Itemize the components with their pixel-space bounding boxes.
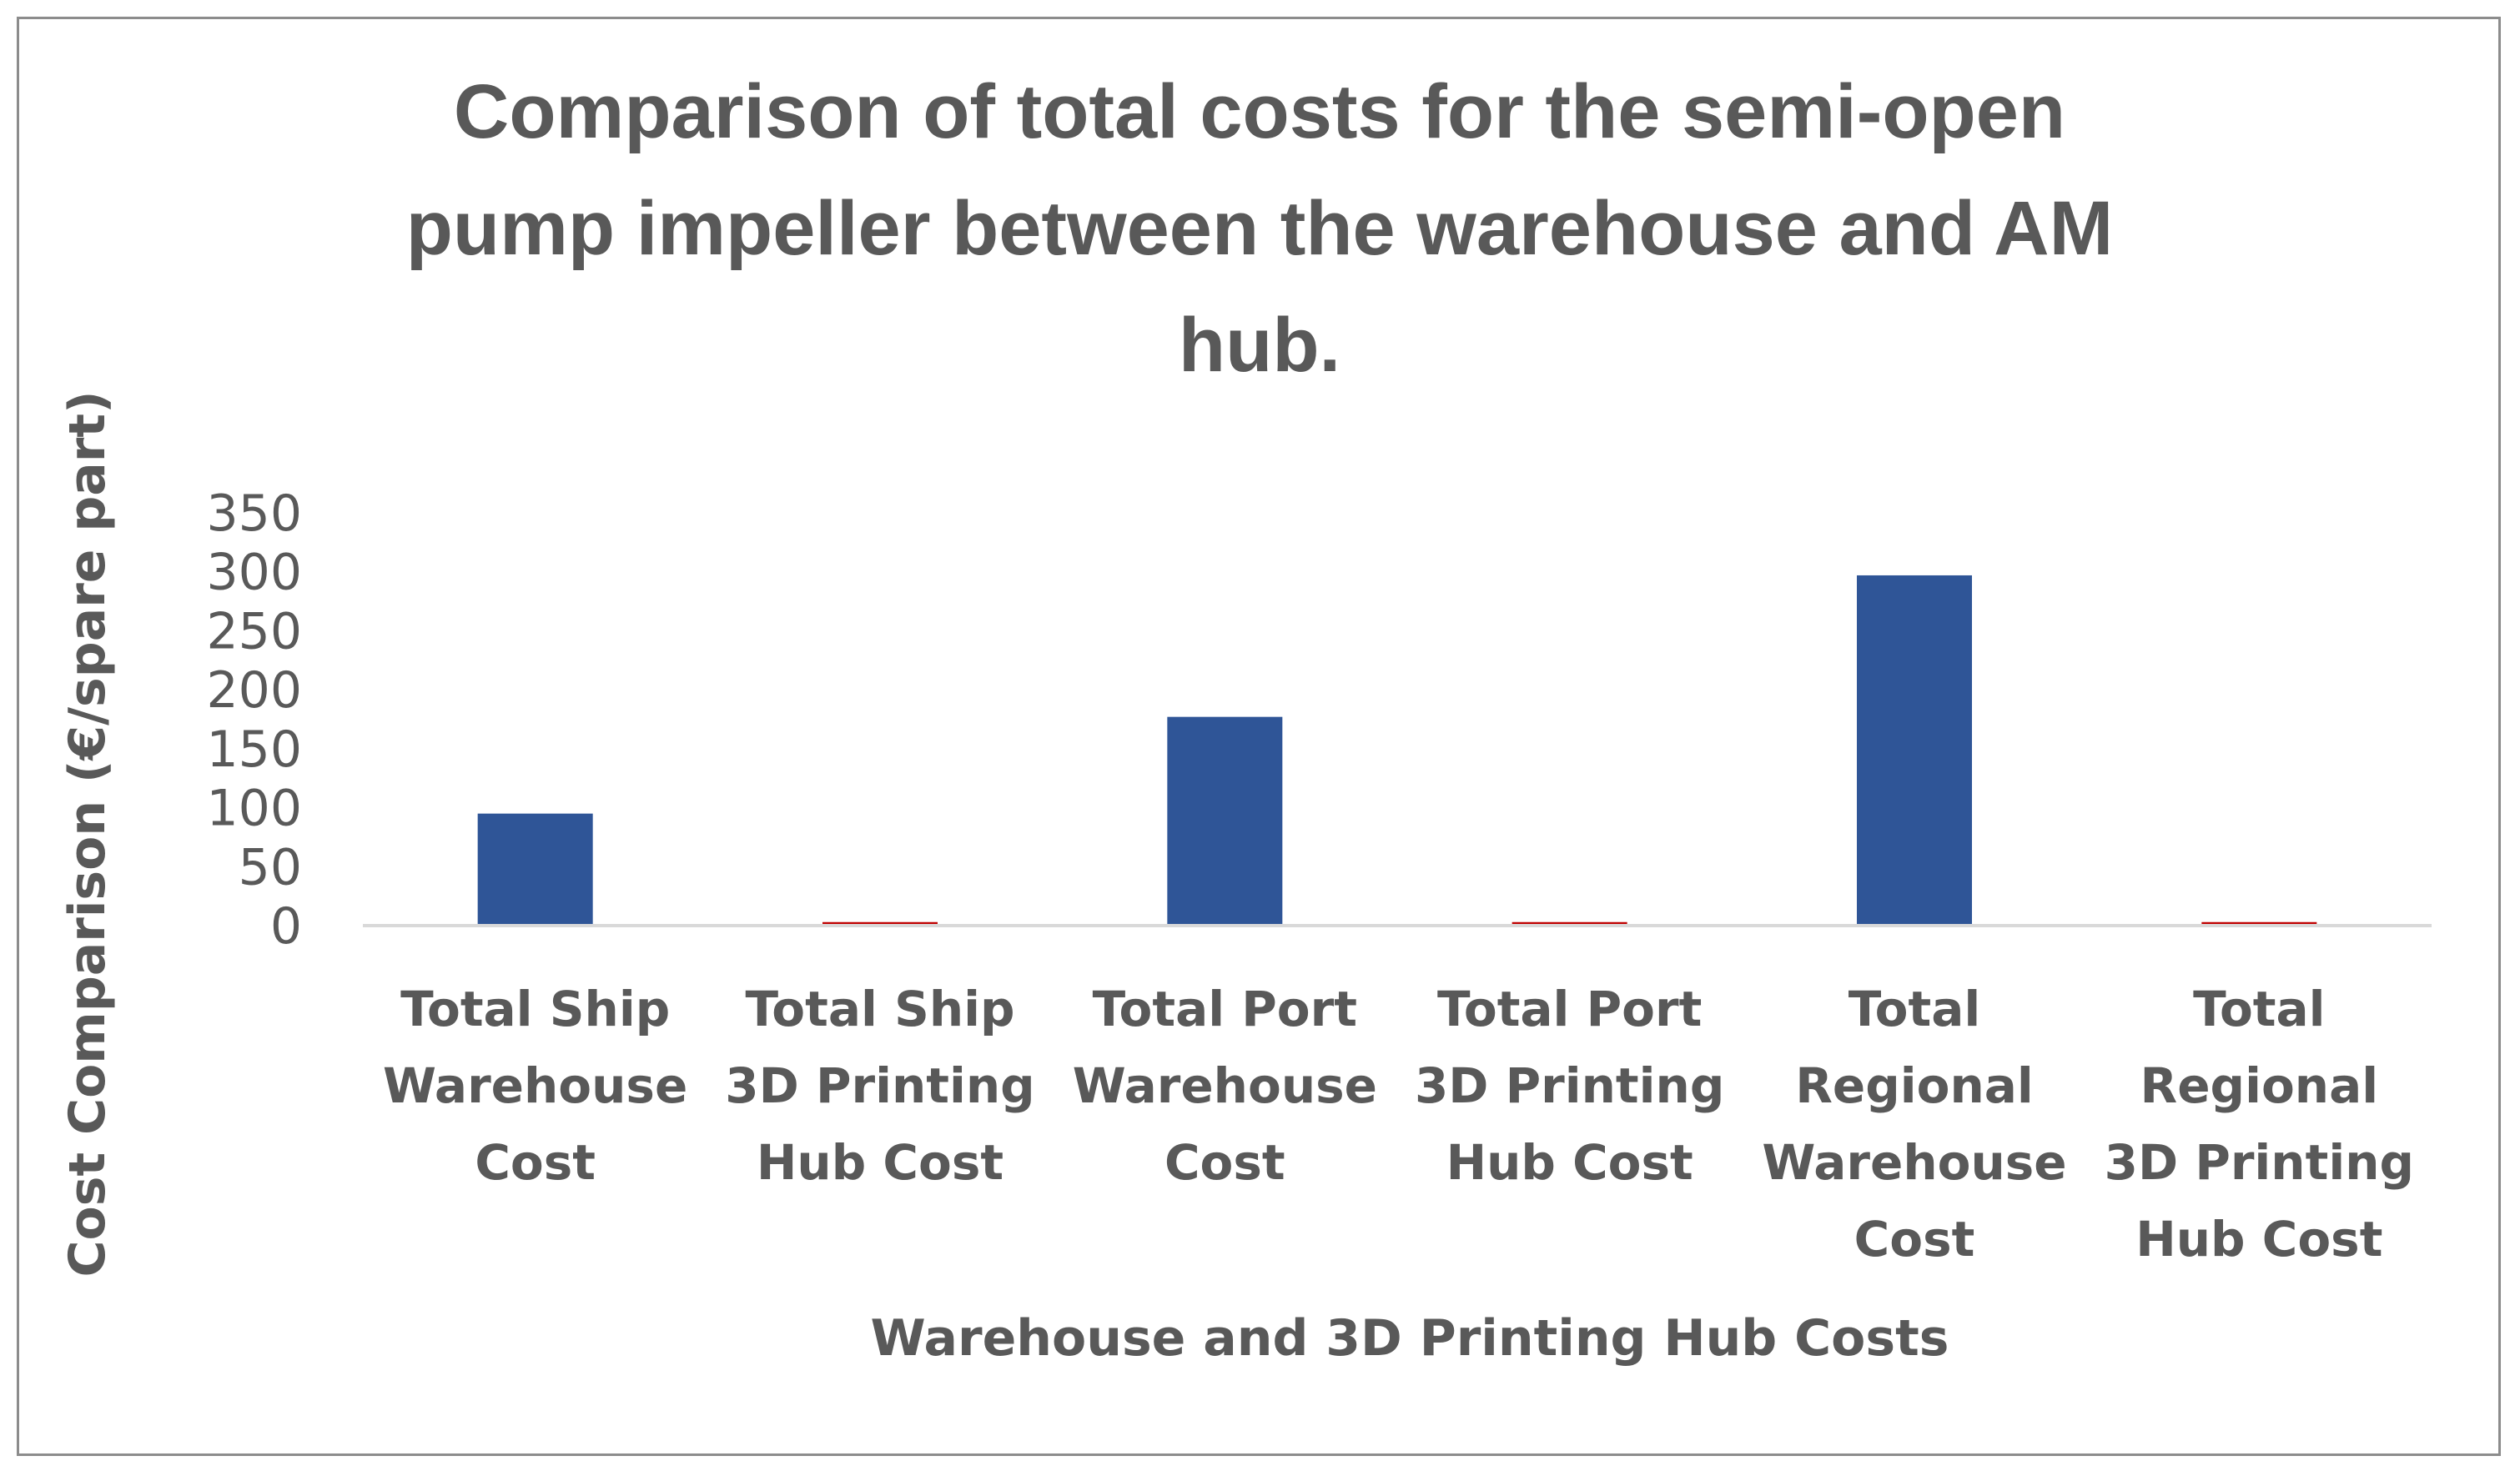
x-tick-label: Warehouse <box>383 1057 687 1114</box>
bar <box>477 813 593 926</box>
y-tick-label: 100 <box>206 780 302 838</box>
x-tick-label: Cost <box>475 1134 596 1191</box>
x-axis-title: Warehouse and 3D Printing Hub Costs <box>870 1309 1949 1368</box>
bar <box>1167 716 1283 926</box>
x-tick-label: Total Ship <box>745 981 1014 1037</box>
bar <box>2201 921 2317 926</box>
x-tick-label: Total Ship <box>400 981 670 1037</box>
y-tick-label: 150 <box>206 720 302 779</box>
x-tick-label: 3D Printing <box>2105 1134 2414 1191</box>
x-tick-label: Hub Cost <box>1446 1134 1693 1191</box>
x-tick-label: Warehouse <box>1073 1057 1377 1114</box>
x-tick-label: Hub Cost <box>757 1134 1003 1191</box>
y-tick-label: 250 <box>206 602 302 660</box>
bars <box>477 575 2317 926</box>
y-tick-label: 200 <box>206 661 302 720</box>
x-tick-label: Cost <box>1164 1134 1285 1191</box>
bar <box>1857 575 1972 926</box>
x-tick-label: 3D Printing <box>725 1057 1034 1114</box>
x-tick-label: Total Port <box>1093 981 1357 1037</box>
chart-title-line: pump impeller between the warehouse and … <box>406 186 2114 271</box>
y-axis-title: Cost Comparison (€/spare part) <box>58 391 117 1278</box>
x-axis-tick-labels: Total Ship Warehouse Cost Total Ship 3D Prin… <box>383 981 2414 1268</box>
chart-title-line: Comparison of total costs for the semi-o… <box>454 69 2065 154</box>
x-tick-label: Warehouse <box>1762 1134 2066 1191</box>
bar <box>822 921 938 926</box>
x-tick-label: Regional <box>2140 1057 2379 1114</box>
chart-title-line: hub. <box>1179 303 1340 388</box>
x-tick-label: Total Port <box>1437 981 1702 1037</box>
x-tick-label: Hub Cost <box>2135 1211 2382 1268</box>
x-tick-label: Cost <box>1854 1211 1975 1268</box>
y-tick-label: 350 <box>206 484 302 543</box>
y-tick-label: 300 <box>206 544 302 602</box>
x-tick-label: 3D Printing <box>1415 1057 1724 1114</box>
bar <box>1511 921 1627 926</box>
chart-title: Comparison of total costs for the semi-o… <box>406 69 2114 388</box>
x-tick-label: Total <box>2193 981 2325 1037</box>
y-tick-label: 0 <box>270 897 302 956</box>
y-tick-label: 50 <box>239 838 302 896</box>
x-tick-label: Total <box>1849 981 1980 1037</box>
x-tick-label: Regional <box>1795 1057 2034 1114</box>
